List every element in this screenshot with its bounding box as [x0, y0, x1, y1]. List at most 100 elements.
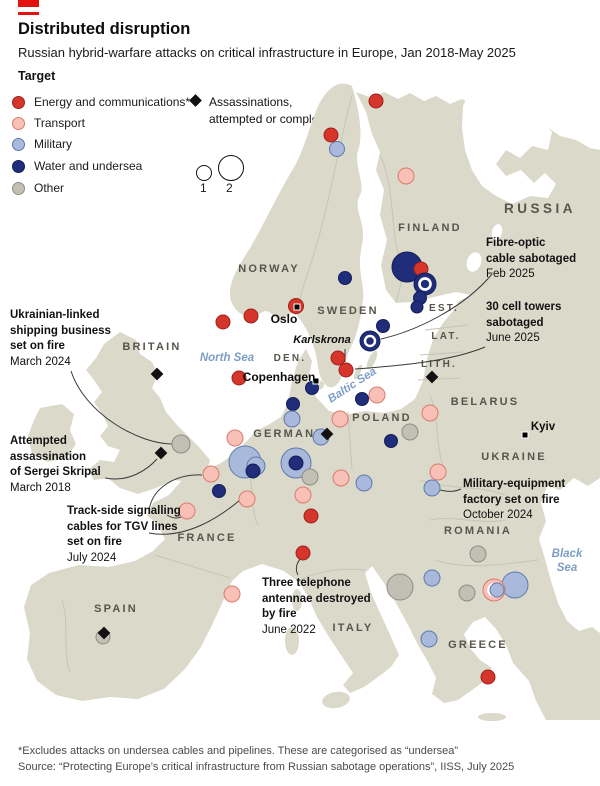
energy-attack-point: [338, 362, 354, 378]
city-label: Copenhagen: [243, 370, 316, 384]
energy-attack-point: [368, 93, 384, 109]
legend-item-label: Energy and communications*: [34, 95, 191, 109]
annotation-military-factory: Military-equipment factory set on fire Oct…: [463, 477, 565, 524]
leader-line: [354, 346, 486, 370]
annotation-line: 30 cell towers: [486, 301, 562, 313]
legend-item-water: Water and undersea: [12, 159, 142, 173]
donut-center-dot: [420, 279, 430, 289]
annotation-tgv-lines: Track-side signalling cables for TGV line…: [67, 504, 181, 566]
size-key-large-circle: [218, 155, 244, 181]
leader-line: [380, 273, 493, 340]
country-label: RUSSIA: [504, 201, 576, 216]
energy-attack-point: [215, 314, 231, 330]
annotation-telephone-antennae: Three telephone antennae destroyed by fire…: [262, 576, 371, 638]
annotation-line: Attempted: [10, 435, 67, 447]
ireland-land: [28, 404, 76, 462]
country-label: BELARUS: [451, 396, 520, 408]
size-key-small-label: 1: [200, 181, 207, 195]
leader-line: [148, 474, 203, 512]
legend-item-transport: Transport: [12, 116, 85, 130]
annotation-line: June 2022: [262, 623, 316, 636]
annotation-line: Fibre-optic: [486, 237, 546, 249]
water-attack-point: [410, 300, 424, 314]
attack-points-layer: [95, 93, 529, 685]
leader-line: [70, 370, 173, 445]
annotation-line: shipping business: [10, 324, 111, 337]
annotation-line: Track-side signalling: [67, 505, 181, 517]
energy-attack-point: [330, 350, 346, 366]
size-key-large-label: 2: [226, 181, 233, 195]
britain-land: [86, 332, 210, 494]
legend-assassination-line1: Assassinations,: [209, 95, 293, 109]
water-attack-point: [305, 381, 319, 395]
country-label: FRANCE: [177, 532, 236, 544]
transport-attack-point: [332, 469, 350, 487]
annotation-shipping-business: Ukrainian-linked shipping business set on …: [10, 308, 111, 370]
military-attack-point: [423, 569, 441, 587]
landmass-layer: [24, 80, 600, 721]
water-attack-point: [288, 455, 304, 471]
annotation-line: factory set on fire: [463, 493, 560, 506]
footnote-asterisk: *Excludes attacks on undersea cables and…: [18, 745, 459, 757]
red-rule: [18, 12, 39, 15]
annotation-cell-towers: 30 cell towers sabotaged June 2025: [486, 300, 561, 347]
military-dot-icon: [12, 137, 25, 151]
legend-item-label: Water and undersea: [34, 159, 143, 173]
country-label: DEN.: [274, 353, 307, 364]
country-label: POLAND: [352, 412, 412, 424]
crete-island: [478, 713, 506, 721]
annotation-line: July 2024: [67, 551, 117, 564]
legend-item-military: Military: [12, 137, 72, 151]
country-label: ROMANIA: [444, 525, 512, 537]
energy-attack-point: [480, 669, 496, 685]
military-attack-point: [489, 582, 505, 598]
water-attack-point: [376, 319, 390, 333]
legend-item-label: Military: [34, 137, 72, 151]
border-line: [429, 394, 446, 471]
assassination-diamond-icon: [154, 446, 168, 460]
water-attack-point: [245, 463, 261, 479]
annotation-leader-lines: [70, 273, 493, 576]
leader-line: [439, 488, 462, 492]
military-attack-point: [283, 410, 301, 428]
annotation-line: Ukrainian-linked: [10, 309, 100, 321]
legend-item-label: Other: [34, 181, 65, 195]
other-attack-point: [458, 584, 476, 602]
transport-attack-point: [368, 386, 386, 404]
other-attack-point: [386, 573, 414, 601]
border-line: [429, 518, 539, 567]
water-dot-icon: [12, 159, 25, 173]
leader-line: [104, 458, 158, 480]
country-label: ITALY: [333, 622, 374, 634]
city-label: Kyiv: [531, 421, 556, 433]
annotation-line: June 2025: [486, 332, 540, 344]
military-attack-point: [329, 141, 345, 157]
water-attack-point: [384, 434, 398, 448]
annotation-line: Three telephone: [262, 577, 351, 589]
scandinavia-land: [229, 83, 364, 388]
transport-attack-point: [331, 410, 349, 428]
annotation-line: Military-equipment: [463, 478, 566, 490]
balearic-island: [189, 637, 203, 645]
energy-attack-point: [231, 370, 247, 386]
annotation-skripal: Attempted assassination of Sergei Skripal M…: [10, 434, 101, 496]
transport-attack-point: [294, 486, 312, 504]
energy-dot-icon: [12, 95, 25, 109]
transport-attack-point: [226, 429, 244, 447]
corsica-island: [292, 589, 302, 611]
city-label: Oslo: [271, 312, 298, 326]
city-square-icon: [293, 303, 301, 311]
country-label: LITH.: [421, 359, 457, 370]
sicily-island: [322, 691, 350, 709]
city-markers-layer: Oslo Copenhagen Kyiv Karlskrona: [243, 303, 556, 439]
annotation-line: sabotaged: [486, 316, 544, 329]
country-label: LAT.: [431, 331, 460, 342]
border-line: [294, 94, 353, 316]
legend-item-energy: Energy and communications*: [12, 95, 190, 109]
donut-center-dot: [366, 337, 374, 345]
annotation-line: Feb 2025: [486, 268, 535, 280]
lake-onega: [491, 224, 503, 240]
country-label: GREECE: [448, 639, 508, 651]
